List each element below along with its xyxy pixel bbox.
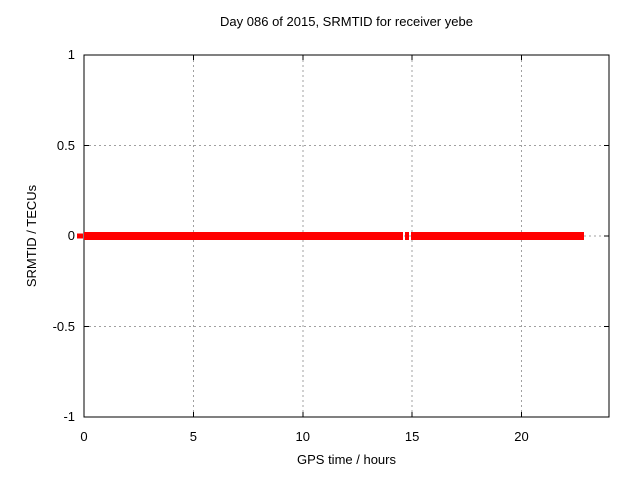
chart-title: Day 086 of 2015, SRMTID for receiver yeb…: [220, 14, 473, 29]
x-axis-label: GPS time / hours: [297, 452, 396, 467]
y-tick-label: 1: [67, 47, 75, 62]
y-tick-label: -1: [63, 409, 75, 424]
x-tick-label: 5: [189, 429, 197, 444]
y-tick-label: 0.5: [56, 137, 75, 153]
x-tick-label: 0: [80, 429, 88, 444]
x-tick-label: 15: [404, 429, 420, 444]
y-tick-label: -0.5: [52, 318, 75, 334]
x-tick-label: 20: [514, 429, 529, 444]
x-tick-label: 10: [295, 429, 310, 444]
y-tick-label: 0: [67, 228, 75, 243]
